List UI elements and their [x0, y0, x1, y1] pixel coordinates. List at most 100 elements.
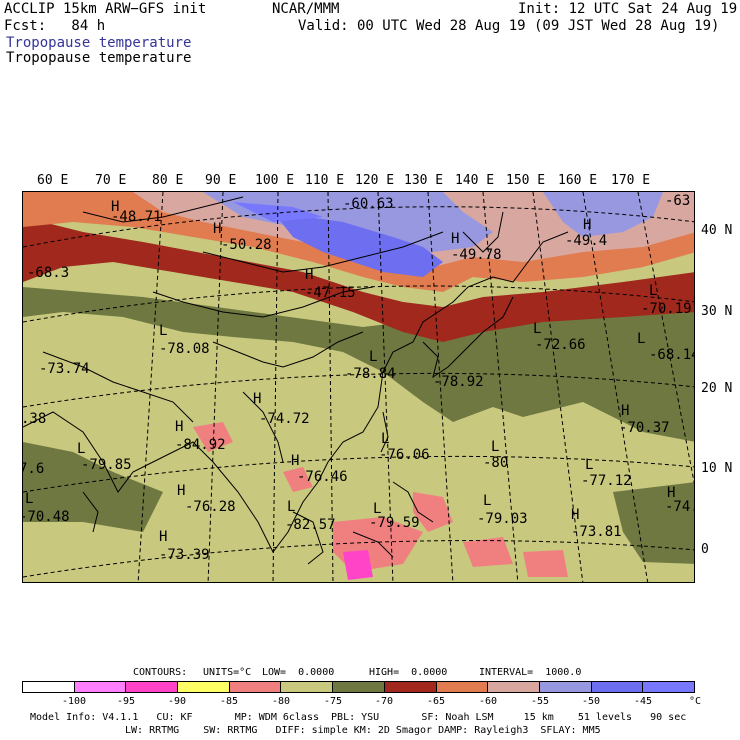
scale-unit-label: °C — [688, 696, 702, 707]
map-svg — [23, 192, 694, 582]
lat-label: 30 N — [701, 304, 733, 319]
fill-level-70-southwest — [23, 442, 163, 532]
color-swatch — [23, 682, 75, 692]
color-swatch — [643, 682, 694, 692]
extremum-value: -63 — [665, 193, 691, 209]
graticule — [23, 192, 694, 582]
lon-label: 60 E — [37, 173, 69, 188]
fill-level-80-e — [463, 537, 513, 567]
contours-label: CONTOURS: — [133, 667, 188, 678]
extremum-value: -78.08 — [159, 341, 210, 357]
field-title: Tropopause temperature — [6, 50, 192, 66]
color-swatch — [591, 682, 644, 692]
valid-time: Valid: 00 UTC Wed 28 Aug 19 (09 JST Wed … — [298, 18, 720, 34]
extremum-value: -82.57 — [285, 517, 336, 533]
scale-tick-label: -95 — [116, 696, 136, 707]
extremum-value: -74.72 — [259, 411, 310, 427]
extremum-value: -70.37 — [619, 420, 670, 436]
extremum-value: -48.71 — [111, 209, 162, 225]
scale-tick-label: -60 — [478, 696, 498, 707]
scale-tick-label: -45 — [633, 696, 653, 707]
extremum-marker: L — [381, 431, 390, 447]
scale-tick-label: -70 — [374, 696, 394, 707]
lon-label: 170 E — [611, 173, 651, 188]
lon-label: 90 E — [205, 173, 237, 188]
extremum-value: -80 — [483, 455, 509, 471]
fill-level-40 — [233, 202, 323, 222]
fill-level-70-north — [23, 287, 694, 442]
fill-level-70-southeast — [613, 482, 694, 564]
extremum-value: -73.39 — [159, 547, 210, 563]
extremum-value: -73.74 — [39, 361, 90, 377]
color-swatch — [333, 682, 385, 692]
extremum-marker: H — [571, 507, 580, 523]
scale-tick-label: -75 — [323, 696, 343, 707]
lat-label: 0 — [701, 542, 709, 557]
fill-level-65 — [23, 217, 694, 342]
model-info-line1: Model Info: V4.1.1 CU: KF MP: WDM 6class… — [30, 712, 687, 723]
extremum-value: -73.81 — [571, 524, 622, 540]
extremum-value: -60.63 — [343, 196, 394, 212]
extremum-marker: H — [253, 391, 262, 407]
lon-label: 140 E — [455, 173, 495, 188]
extremum-value: -79.85 — [81, 457, 132, 473]
extremum-marker: H — [175, 419, 184, 435]
fill-level-80-d — [283, 467, 313, 492]
lon-label: 130 E — [404, 173, 444, 188]
extremum-marker: L — [369, 349, 378, 365]
interval-label: INTERVAL= 1000.0 — [479, 667, 582, 678]
extremum-marker: L — [491, 439, 500, 455]
extremum-marker: L — [25, 491, 34, 507]
lon-label: 120 E — [355, 173, 395, 188]
scale-tick-label: -100 — [61, 696, 87, 707]
extremum-marker: H — [159, 529, 168, 545]
extremum-value: -47.15 — [305, 285, 356, 301]
scale-tick-label: -50 — [581, 696, 601, 707]
extremum-marker: H — [111, 199, 120, 215]
forecast-hour: Fcst: 84 h — [4, 18, 106, 34]
extremum-value: -77.12 — [581, 473, 632, 489]
high-label: HIGH= 0.0000 — [369, 667, 448, 678]
extremum-marker: H — [213, 221, 222, 237]
scale-tick-label: -55 — [530, 696, 550, 707]
color-swatch — [436, 682, 489, 692]
extremum-marker: L — [483, 493, 492, 509]
color-swatch — [74, 682, 127, 692]
extremum-value: 7.6 — [23, 461, 45, 477]
lon-label: 150 E — [506, 173, 546, 188]
extremum-marker: L — [533, 321, 542, 337]
scale-tick-label: -80 — [271, 696, 291, 707]
model-title: ACCLIP 15km ARW−GFS init — [4, 1, 207, 17]
lon-label: 160 E — [558, 173, 598, 188]
extremum-marker: L — [287, 499, 296, 515]
lon-label: 70 E — [95, 173, 127, 188]
color-swatch — [178, 682, 230, 692]
scale-tick-label: -90 — [167, 696, 187, 707]
extremum-marker: H — [583, 217, 592, 233]
extremum-value: -49.4 — [565, 233, 608, 249]
color-swatch — [281, 682, 334, 692]
extremum-marker: L — [77, 441, 86, 457]
center-label: NCAR/MMM — [272, 1, 340, 17]
units-label: UNITS=°C — [203, 667, 252, 678]
lon-label: 100 E — [255, 173, 295, 188]
lat-label: 10 N — [701, 461, 733, 476]
color-swatch — [126, 682, 179, 692]
color-swatch — [229, 682, 282, 692]
extremum-value: -78.84 — [345, 366, 396, 382]
extremum-marker: H — [621, 403, 630, 419]
scale-tick-label: -85 — [219, 696, 239, 707]
extremum-value: -49.78 — [451, 247, 502, 263]
model-info-line2: LW: RRTMG SW: RRTMG DIFF: simple KM: 2D … — [125, 725, 601, 736]
fill-level-45 — [273, 212, 443, 277]
lon-label: 80 E — [152, 173, 184, 188]
color-swatch — [384, 682, 437, 692]
fill-level-90 — [343, 550, 373, 580]
lat-label: 20 N — [701, 381, 733, 396]
extremum-value: -70.19 — [641, 301, 692, 317]
extremum-marker: L — [159, 323, 168, 339]
extremum-value: -76.06 — [379, 447, 430, 463]
extremum-marker: H — [291, 453, 300, 469]
extremum-value: -74.1 — [665, 499, 694, 515]
coastlines — [23, 196, 569, 565]
